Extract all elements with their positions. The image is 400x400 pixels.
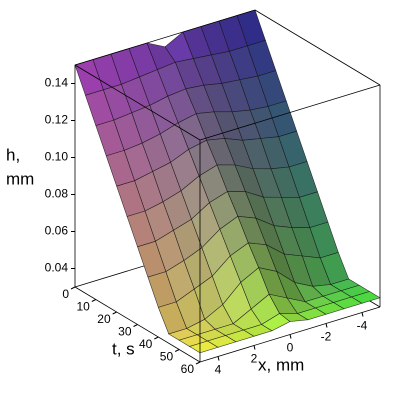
z-tick-label: 0.06 bbox=[45, 224, 69, 238]
y-tick-label: 10 bbox=[76, 300, 90, 314]
box-edge bbox=[74, 9, 256, 66]
z-axis-label: h, bbox=[6, 145, 20, 164]
x-tick-label: 4 bbox=[215, 363, 222, 377]
x-tick-label: -2 bbox=[321, 330, 332, 344]
x-tick bbox=[289, 334, 292, 339]
y-tick-label: 0 bbox=[62, 287, 69, 301]
surface-patch bbox=[350, 291, 381, 304]
x-axis-label: x, mm bbox=[258, 355, 304, 374]
z-tick-label: 0.04 bbox=[45, 261, 69, 275]
y-tick bbox=[133, 324, 138, 327]
x-tick-label: 2 bbox=[251, 352, 258, 366]
y-tick-label: 20 bbox=[97, 312, 111, 326]
y-axis-label: t, s bbox=[112, 339, 135, 358]
z-tick-label: 0.14 bbox=[45, 76, 69, 90]
y-tick bbox=[112, 311, 117, 315]
box-edge bbox=[254, 9, 381, 86]
z-tick-label: 0.08 bbox=[45, 187, 69, 201]
y-tick-label: 50 bbox=[160, 350, 174, 364]
y-tick-label: 40 bbox=[139, 337, 153, 351]
y-tick-label: 30 bbox=[118, 325, 132, 339]
x-tick bbox=[361, 312, 364, 317]
x-tick bbox=[325, 323, 328, 328]
y-tick bbox=[195, 361, 201, 365]
box-edge bbox=[199, 84, 381, 141]
y-tick bbox=[70, 286, 76, 290]
x-tick-label: -4 bbox=[357, 319, 368, 333]
x-tick-label: 0 bbox=[287, 341, 294, 355]
y-tick-label: 60 bbox=[181, 362, 195, 376]
x-tick bbox=[253, 345, 256, 350]
x-tick bbox=[217, 356, 220, 361]
y-tick bbox=[91, 299, 97, 302]
y-tick bbox=[154, 336, 159, 340]
y-tick bbox=[174, 349, 180, 352]
z-axis-label: mm bbox=[6, 169, 34, 188]
z-tick-label: 0.12 bbox=[45, 113, 69, 127]
box-edge bbox=[74, 64, 201, 141]
z-tick-label: 0.10 bbox=[45, 150, 69, 164]
